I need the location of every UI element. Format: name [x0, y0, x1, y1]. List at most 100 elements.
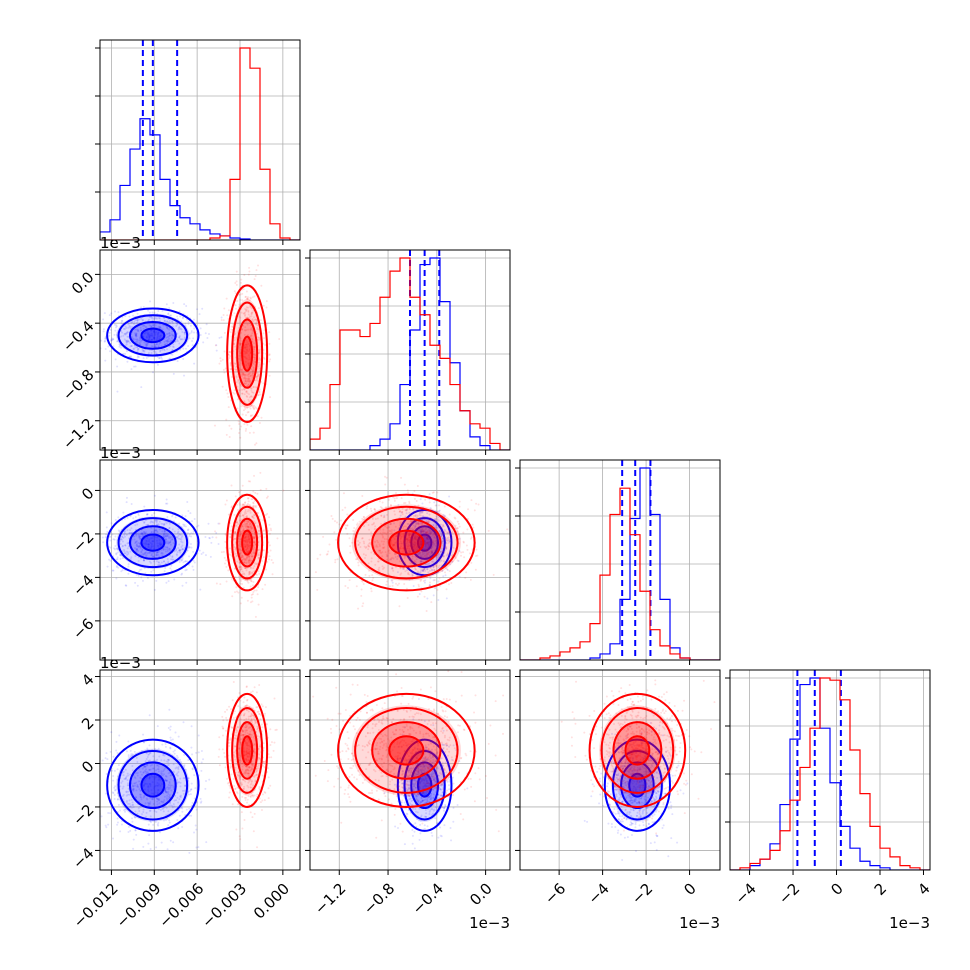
scatter-point — [248, 299, 251, 302]
scatter-point — [147, 842, 150, 845]
y-tick-label: −2 — [69, 528, 97, 556]
scatter-point — [120, 320, 123, 323]
scatter-point — [116, 564, 119, 567]
scatter-point — [180, 573, 183, 576]
scatter-point — [246, 374, 249, 377]
scatter-point — [457, 522, 460, 525]
scatter-point — [247, 354, 250, 357]
scatter-point — [80, 784, 82, 786]
scatter-point — [252, 548, 255, 551]
scatter-point — [199, 801, 202, 804]
scatter-point — [102, 541, 105, 544]
scatter-point — [246, 377, 249, 380]
scatter-point — [366, 505, 369, 508]
scatter-point — [251, 515, 254, 518]
scatter-point — [428, 493, 431, 496]
scatter-point — [150, 329, 153, 332]
scatter-point — [253, 541, 256, 544]
scatter-point — [438, 577, 441, 580]
scatter-point — [248, 377, 251, 380]
scatter-point — [127, 551, 130, 554]
scatter-point — [257, 603, 260, 606]
scatter-point — [248, 372, 251, 375]
scatter-point — [141, 532, 144, 535]
scatter-point — [115, 553, 118, 556]
scatter-point — [175, 553, 178, 556]
scatter-point — [424, 543, 427, 546]
scatter-point — [250, 528, 253, 531]
scatter-point — [150, 338, 153, 341]
scatter-point — [199, 333, 202, 336]
scatter-point — [432, 541, 435, 544]
scatter-point — [149, 848, 152, 851]
scatter-point — [333, 531, 336, 534]
scatter-point — [421, 569, 424, 572]
scatter-point — [223, 556, 226, 559]
scatter-point — [407, 491, 410, 494]
scatter-point — [176, 332, 179, 335]
scatter-point — [251, 340, 254, 343]
scatter-point — [415, 535, 418, 538]
scatter-point — [170, 536, 173, 539]
scatter-point — [391, 584, 394, 587]
scatter-point — [143, 532, 146, 535]
scatter-point — [158, 520, 161, 523]
scatter-point — [244, 380, 247, 383]
scatter-point — [246, 525, 249, 528]
scatter-point — [143, 521, 146, 524]
scatter-point — [191, 565, 194, 568]
scatter-point — [125, 584, 128, 587]
scatter-point — [235, 369, 238, 372]
scatter-point — [126, 335, 129, 338]
scatter-point — [183, 303, 186, 306]
scatter-point — [171, 558, 174, 561]
scatter-point — [170, 333, 173, 336]
scatter-point — [243, 523, 246, 526]
scatter-point — [252, 529, 255, 532]
scatter-point — [162, 348, 165, 351]
contour-blue — [140, 533, 166, 552]
scatter-point — [225, 433, 228, 436]
scatter-point — [369, 507, 372, 510]
scatter-point — [145, 543, 148, 546]
scatter-point — [268, 555, 271, 558]
scatter-point — [155, 331, 158, 334]
scatter-point — [145, 342, 148, 345]
scatter-point — [249, 585, 252, 588]
scatter-point — [178, 326, 181, 329]
scatter-point — [125, 341, 128, 344]
scatter-point — [230, 368, 233, 371]
scatter-point — [175, 754, 178, 757]
scatter-point — [247, 525, 250, 528]
scatter-point — [235, 521, 238, 524]
scatter-point — [165, 522, 168, 525]
scatter-point — [241, 555, 244, 558]
scatter-point — [146, 537, 149, 540]
scatter-point — [218, 336, 221, 339]
scatter-point — [172, 542, 175, 545]
scatter-point — [115, 558, 118, 561]
scatter-point — [169, 339, 172, 342]
scatter-point — [392, 557, 395, 560]
scatter-point — [256, 375, 259, 378]
scatter-point — [251, 369, 254, 372]
scatter-point — [238, 565, 241, 568]
scatter-point — [424, 569, 427, 572]
scatter-point — [151, 311, 154, 314]
scatter-point — [176, 340, 179, 343]
scatter-point — [431, 530, 434, 533]
scatter-point — [101, 759, 104, 762]
scatter-point — [165, 336, 168, 339]
scatter-point — [121, 316, 124, 319]
scatter-point — [157, 332, 160, 335]
scatter-point — [151, 540, 154, 543]
scatter-point — [248, 381, 251, 384]
scatter-point — [184, 560, 187, 563]
scatter-point — [157, 332, 160, 335]
scatter-point — [240, 568, 243, 571]
scatter-point — [136, 356, 139, 359]
scatter-point — [239, 552, 242, 555]
scatter-point — [251, 370, 254, 373]
scatter-point — [181, 572, 184, 575]
scatter-point — [256, 415, 259, 418]
